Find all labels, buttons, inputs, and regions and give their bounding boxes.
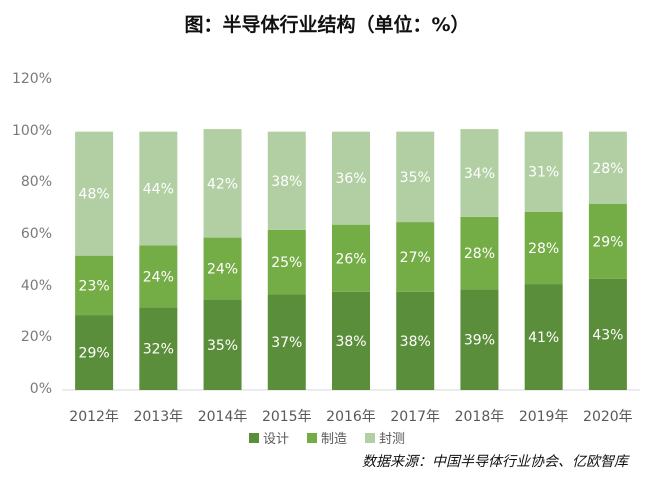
x-tick-label: 2018年 bbox=[454, 409, 505, 425]
y-tick-label: 80% bbox=[20, 174, 52, 191]
data-label: 28% bbox=[464, 246, 495, 262]
bar-segment bbox=[460, 129, 499, 217]
data-label: 38% bbox=[335, 334, 366, 350]
x-tick-label: 2012年 bbox=[69, 409, 119, 425]
data-label: 41% bbox=[528, 330, 559, 346]
x-tick-label: 2019年 bbox=[518, 409, 569, 425]
x-tick-label: 2013年 bbox=[133, 409, 184, 425]
bar-segment bbox=[75, 131, 114, 256]
data-label: 24% bbox=[143, 269, 174, 285]
legend-label: 设计 bbox=[262, 432, 289, 447]
legend: 设计 制造 封测 bbox=[0, 428, 654, 447]
source-note: 数据来源：中国半导体行业协会、亿欧智库 bbox=[362, 454, 628, 470]
bar-segment bbox=[203, 129, 242, 238]
data-label: 36% bbox=[335, 171, 366, 187]
data-label: 43% bbox=[592, 327, 623, 343]
data-label: 35% bbox=[400, 170, 431, 186]
data-label: 28% bbox=[592, 161, 623, 177]
data-label: 31% bbox=[528, 165, 559, 181]
data-label: 29% bbox=[79, 346, 110, 362]
bar-segment bbox=[588, 131, 627, 204]
bar-segment bbox=[396, 222, 435, 292]
data-label: 25% bbox=[271, 255, 302, 271]
bar-segment bbox=[267, 131, 306, 230]
data-label: 38% bbox=[271, 174, 302, 190]
chart-title: 图：半导体行业结构（单位：%） bbox=[184, 14, 470, 36]
x-tick-label: 2020年 bbox=[583, 409, 633, 425]
legend-item: 设计 bbox=[248, 428, 289, 447]
bar-segment bbox=[588, 204, 627, 279]
y-tick-label: 120% bbox=[11, 71, 52, 87]
data-label: 23% bbox=[79, 278, 110, 294]
bar-segment bbox=[332, 131, 370, 225]
bar-segment bbox=[139, 131, 178, 246]
data-label: 48% bbox=[79, 187, 110, 203]
bar-segment bbox=[524, 284, 563, 390]
data-label: 34% bbox=[464, 166, 495, 182]
bar-segment bbox=[460, 216, 499, 290]
y-tick-label: 100% bbox=[11, 122, 52, 139]
data-label: 35% bbox=[207, 338, 238, 354]
data-label: 42% bbox=[207, 176, 238, 192]
data-label: 24% bbox=[207, 262, 238, 278]
bar-segment bbox=[75, 255, 114, 316]
bar-segment bbox=[460, 289, 499, 390]
data-label: 44% bbox=[143, 182, 174, 198]
bar-segment bbox=[524, 211, 563, 285]
legend-label: 封测 bbox=[379, 432, 406, 447]
bar-segment bbox=[203, 299, 242, 390]
y-tick-label: 0% bbox=[29, 381, 52, 397]
bar-segment bbox=[267, 229, 306, 295]
data-label: 27% bbox=[400, 250, 431, 266]
y-tick-label: 20% bbox=[20, 329, 52, 346]
bar-segment bbox=[524, 131, 563, 212]
bar-segment bbox=[332, 291, 370, 390]
legend-swatch bbox=[365, 432, 375, 443]
bar-segment bbox=[332, 224, 370, 292]
legend-item: 封测 bbox=[365, 428, 405, 447]
y-tick-label: 60% bbox=[20, 226, 52, 242]
bar-segment bbox=[139, 245, 178, 308]
data-label: 28% bbox=[528, 241, 559, 257]
y-tick-label: 40% bbox=[20, 277, 52, 294]
bar-segment bbox=[203, 237, 242, 300]
data-label: 26% bbox=[335, 251, 366, 267]
x-tick-label: 2014年 bbox=[197, 409, 248, 425]
bar-segment bbox=[396, 131, 435, 223]
data-label: 29% bbox=[592, 234, 623, 250]
legend-swatch bbox=[248, 432, 259, 443]
data-label: 37% bbox=[271, 335, 302, 351]
bar-segment bbox=[396, 291, 435, 390]
x-tick-label: 2015年 bbox=[261, 409, 312, 425]
data-label: 39% bbox=[464, 333, 495, 349]
bar-segment bbox=[267, 294, 306, 390]
data-label: 38% bbox=[400, 334, 431, 350]
x-tick-label: 2016年 bbox=[326, 409, 376, 425]
legend-label: 制造 bbox=[320, 432, 347, 447]
bar-segment bbox=[139, 307, 178, 390]
data-label: 32% bbox=[143, 342, 174, 358]
legend-item: 制造 bbox=[306, 428, 347, 447]
bar-segment bbox=[75, 315, 114, 390]
legend-swatch bbox=[306, 432, 317, 443]
bar-segment bbox=[588, 278, 627, 390]
x-tick-label: 2017年 bbox=[390, 409, 441, 425]
